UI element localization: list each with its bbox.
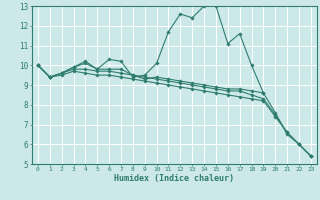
X-axis label: Humidex (Indice chaleur): Humidex (Indice chaleur) [115, 174, 234, 183]
